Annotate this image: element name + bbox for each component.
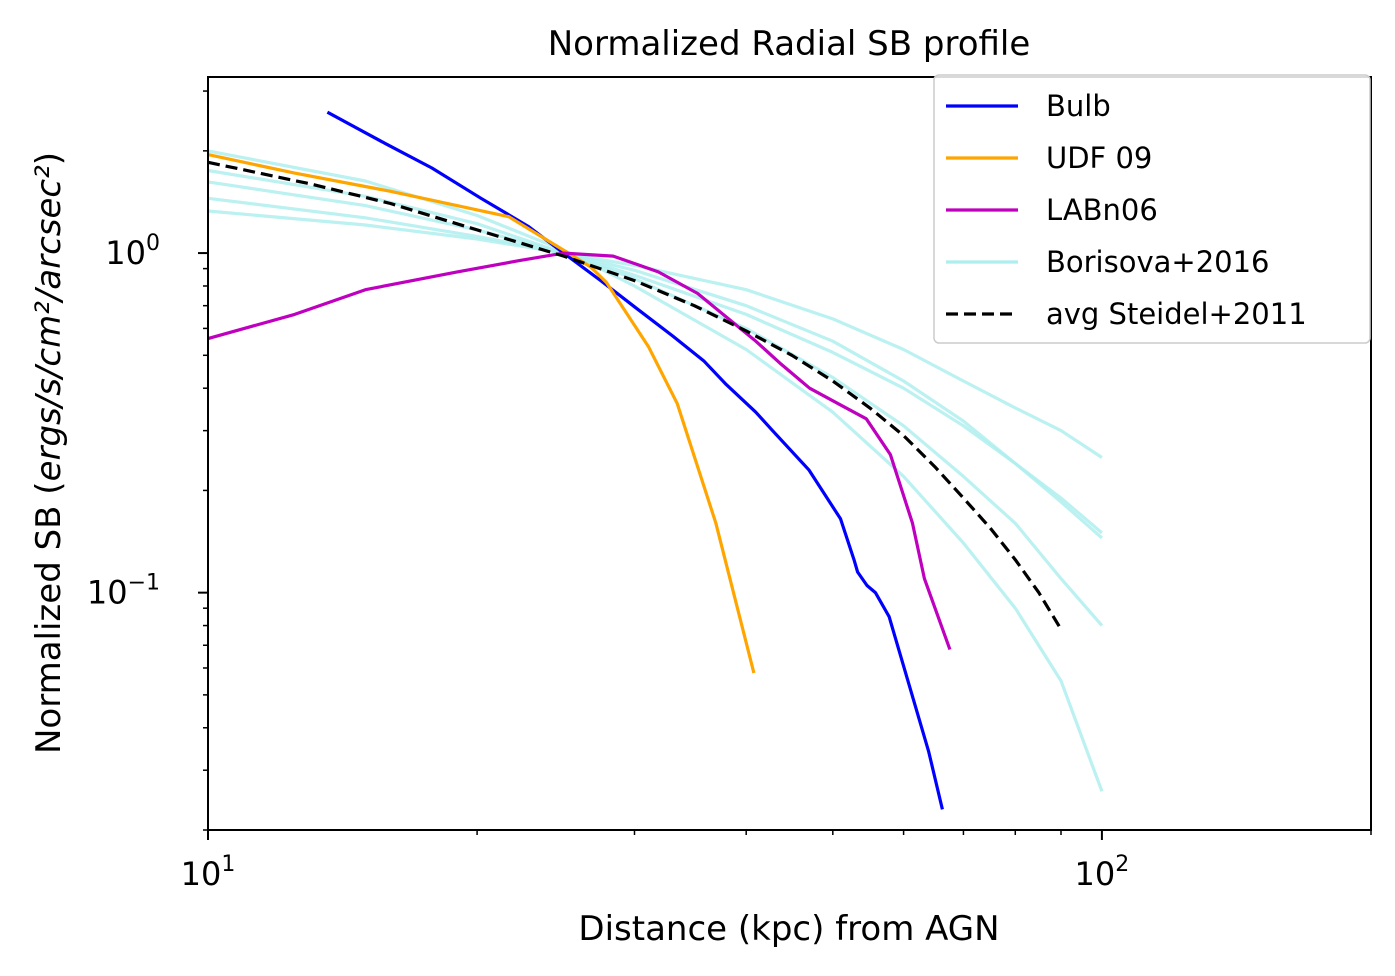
legend-label: Bulb [1046,89,1111,123]
y-tick-label-base: 10 [105,234,146,272]
y-tick-label: 10−1 [87,571,160,612]
legend-label: Borisova+2016 [1046,245,1270,279]
series-group [207,110,1104,810]
series-line-borisova-2016 [207,149,1104,792]
series-line-avg-steidel-2011 [207,160,1063,631]
y-axis-label-prefix: Normalized SB ( [29,481,69,754]
y-axis-label: Normalized SB (ergs/s/cm²/arcsec²) [29,152,69,754]
legend: Bulb UDF 09 LABn06 Borisova+2016 avg Steidel… [933,74,1371,344]
x-tick-label-base: 10 [1075,855,1116,893]
legend-box [933,74,1371,344]
legend-label: LABn06 [1046,193,1158,227]
y-axis-label-units: ergs/s/cm²/arcsec² [29,165,69,482]
legend-label: UDF 09 [1046,141,1152,175]
x-tick-label-base: 10 [181,855,222,893]
series-line-borisova-2016-profile-5 [207,209,1103,459]
x-axis-ticks: 101 102 [181,830,1372,893]
chart-title: Normalized Radial SB profile [548,24,1031,64]
y-tick-label-exponent: −1 [128,571,160,596]
y-tick-label: 100 [105,231,160,272]
y-tick-label-base: 10 [87,574,128,612]
plot-frame [207,76,1372,831]
x-tick-label: 102 [1075,852,1130,893]
series-line-labn06 [207,251,952,651]
y-tick-label-exponent: 0 [146,231,160,256]
series-line-bulb [326,110,944,810]
y-axis-label-suffix: ) [29,152,69,165]
x-tick-label: 101 [181,852,236,893]
x-tick-label-exponent: 2 [1115,852,1129,877]
x-tick-label-exponent: 1 [221,852,235,877]
legend-label: avg Steidel+2011 [1046,297,1307,331]
x-axis-label: Distance (kpc) from AGN [578,909,999,949]
